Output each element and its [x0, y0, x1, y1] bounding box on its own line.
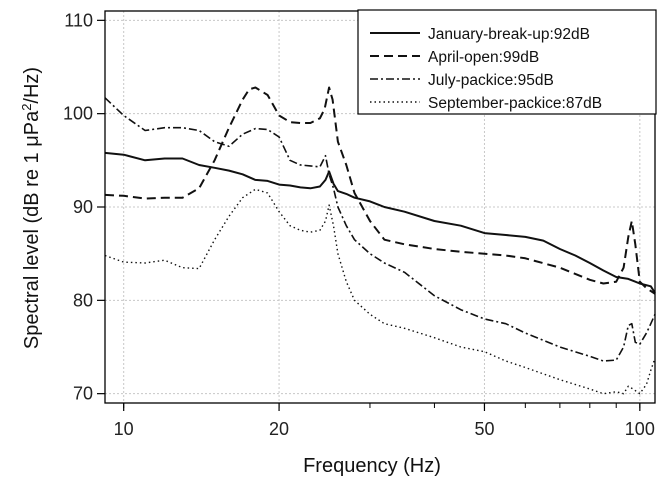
legend-label-july: July-packice:95dB [428, 72, 554, 89]
y-axis-label-end: /Hz) [21, 67, 43, 104]
x-tick-label: 10 [114, 419, 134, 439]
y-tick-label: 100 [63, 104, 93, 124]
legend-box [357, 9, 657, 115]
legend-entry-april: April-open:99dB [370, 49, 539, 66]
legend-label-september: September-packice:87dB [428, 95, 602, 112]
legend-label-january: January-break-up:92dB [428, 26, 590, 43]
x-tick-label: 100 [625, 419, 655, 439]
y-tick-label: 90 [73, 197, 93, 217]
y-axis-label-superscript: 2 [19, 104, 34, 111]
series-layer [104, 86, 656, 395]
legend-entry-july: July-packice:95dB [370, 72, 554, 89]
series-line-2 [104, 97, 656, 362]
x-tick-label: 50 [474, 419, 494, 439]
series-line-0 [104, 151, 656, 294]
x-axis-label: Frequency (Hz) [303, 455, 441, 477]
series-line-3 [104, 188, 656, 395]
y-tick-label: 110 [64, 10, 93, 30]
legend: January-break-up:92dB April-open:99dB Ju… [357, 9, 657, 115]
y-axis-label: Spectral level (dB re 1 μPa2/Hz) [19, 67, 44, 349]
x-tick-label: 20 [269, 419, 289, 439]
legend-entry-january: January-break-up:92dB [370, 26, 590, 43]
y-tick-label: 70 [73, 384, 93, 404]
y-axis-label-main: Spectral level (dB re 1 μPa [21, 110, 43, 349]
x-axis: 10 20 50 100 [114, 403, 655, 439]
legend-label-april: April-open:99dB [428, 49, 539, 66]
y-axis: 70 80 90 100 110 [63, 10, 105, 404]
y-tick-label: 80 [73, 290, 93, 310]
legend-entry-september: September-packice:87dB [370, 95, 602, 112]
series-line-1 [104, 86, 656, 295]
